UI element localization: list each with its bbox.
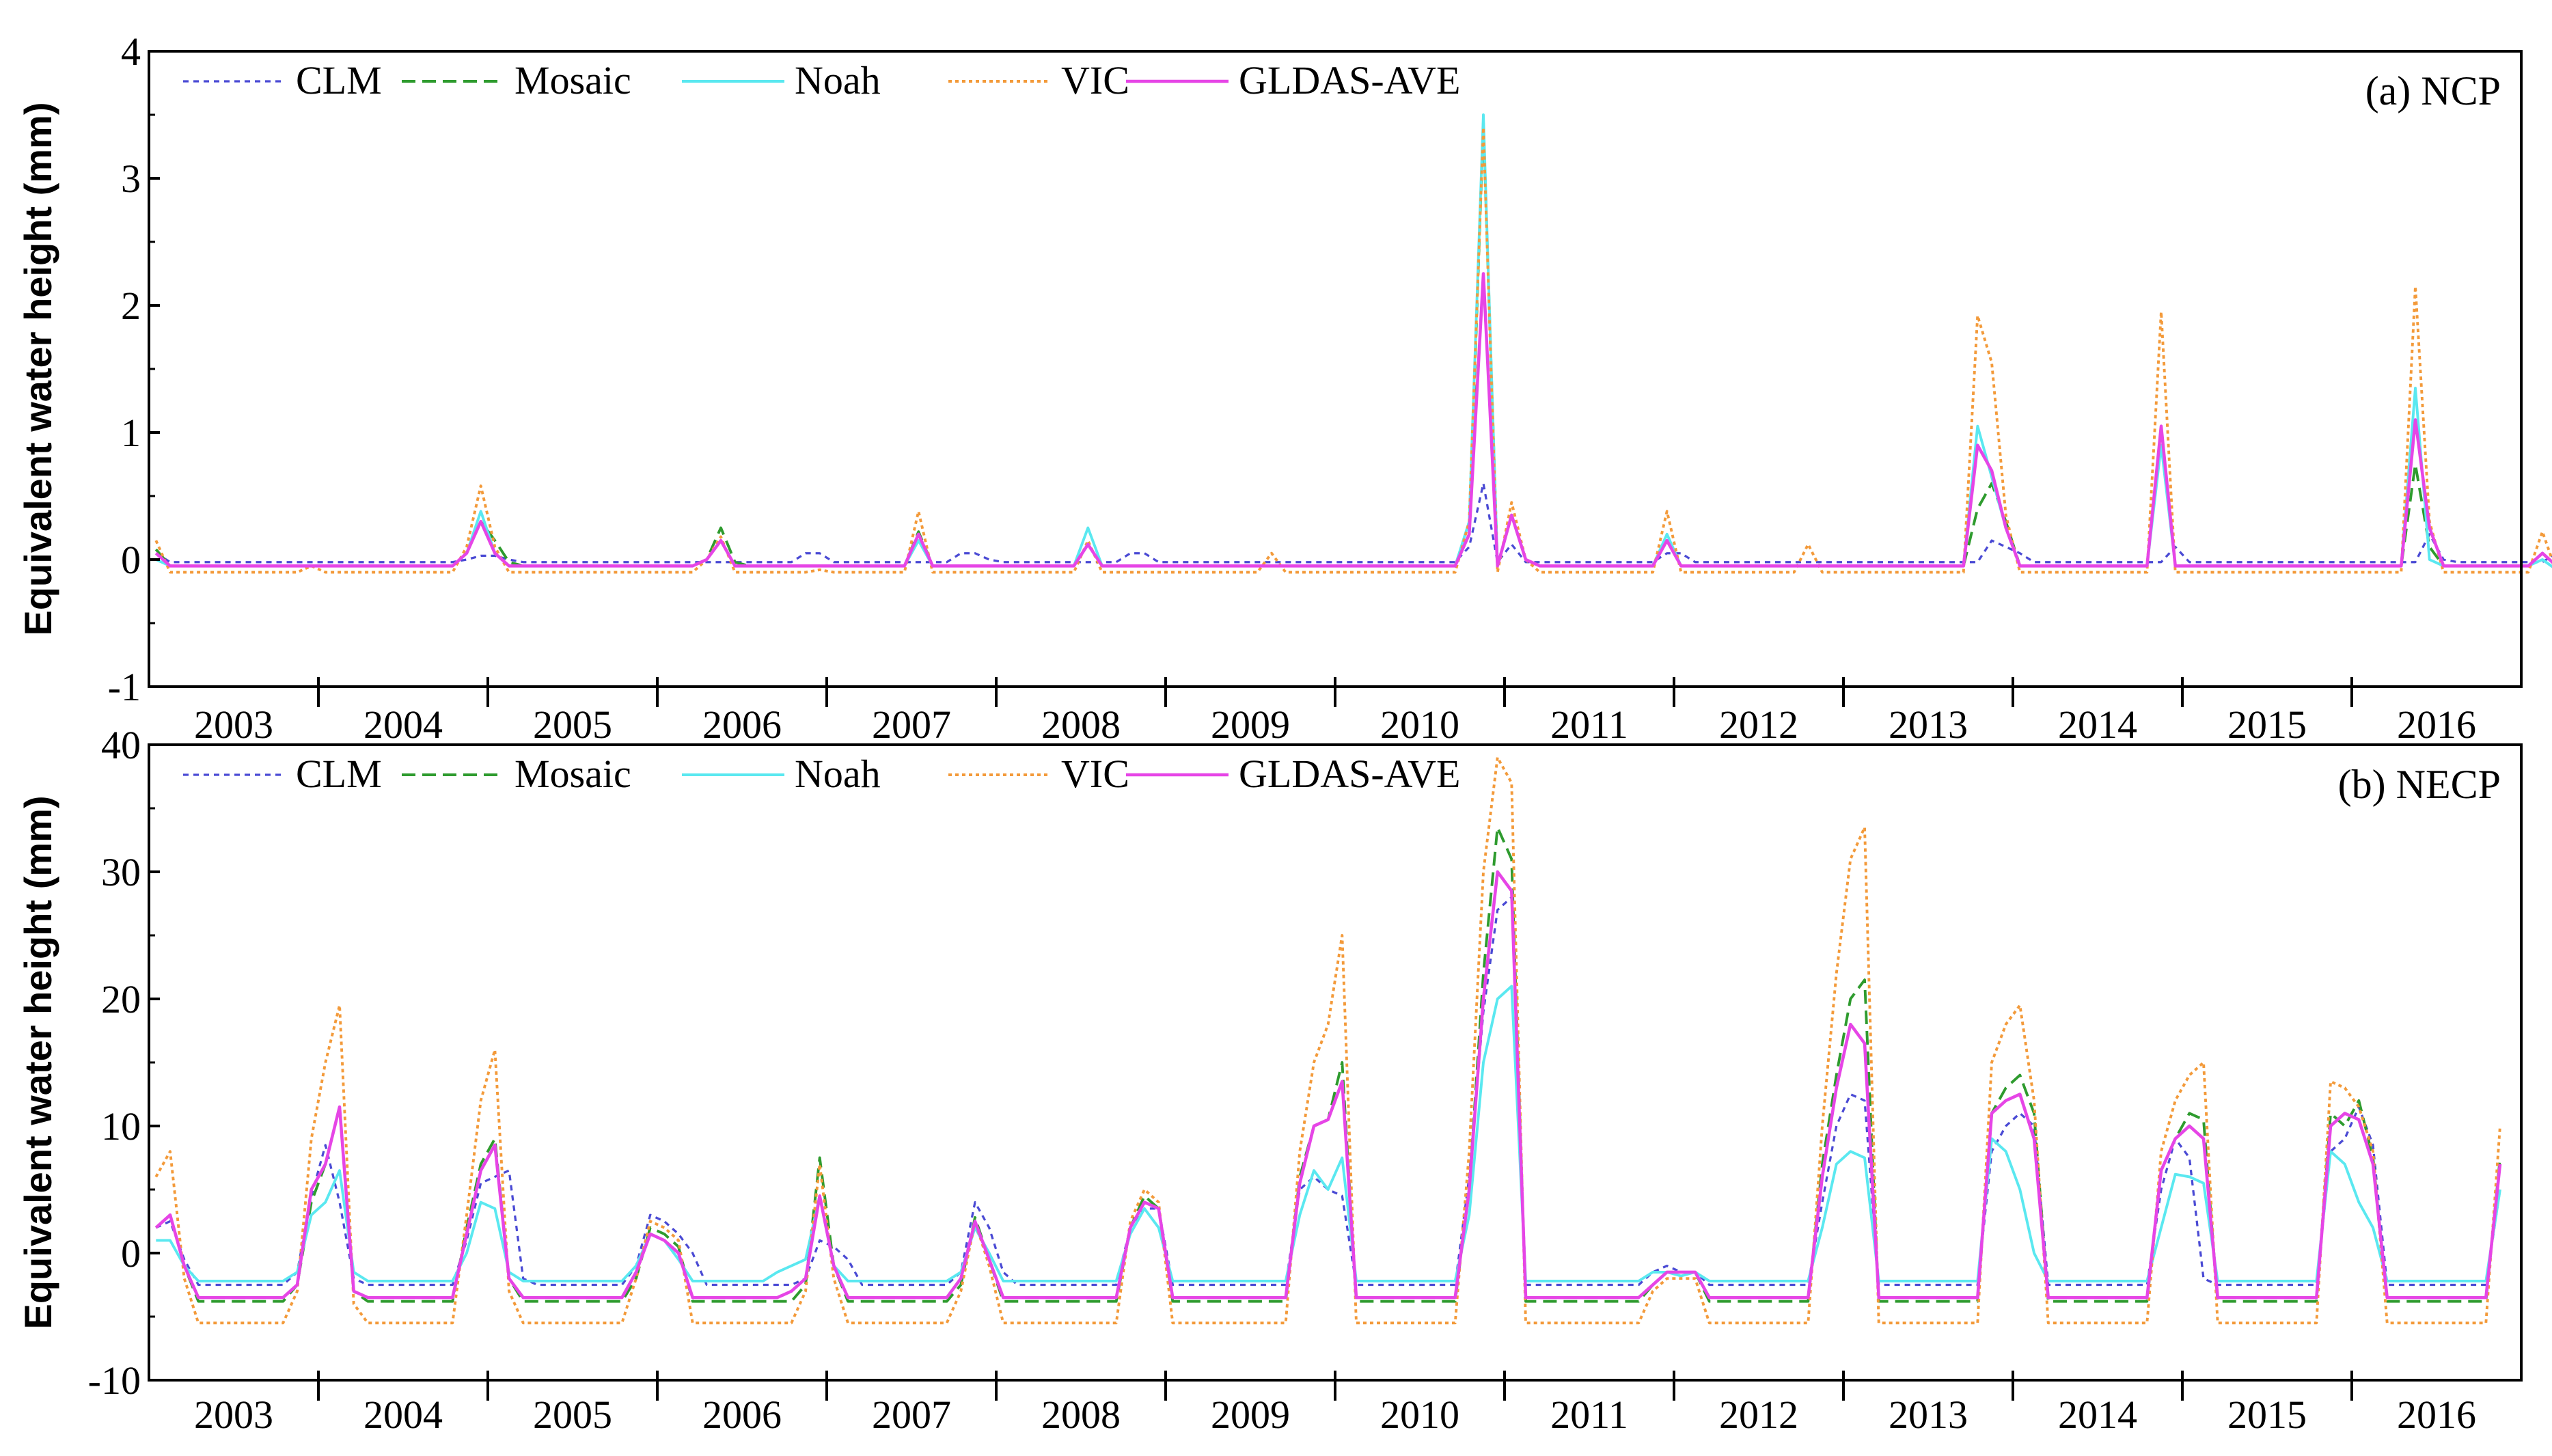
- series-layer-ncp: [154, 113, 2552, 574]
- legend-label-mosaic-ncp: Mosaic: [514, 58, 631, 102]
- year-label-necp-2015: 2015: [2227, 1392, 2307, 1437]
- year-label-ncp-2010: 2010: [1380, 702, 1459, 747]
- axes-ncp: -1 0 1 2 3 4 2003 2004 2005 2006 2007 2008 2009 2010 2…: [108, 29, 2476, 747]
- year-label-necp-2011: 2011: [1550, 1392, 1628, 1437]
- series-gldas-ave-necp-line: [154, 870, 2502, 1300]
- panel-necp: -10 0 10 20 30 40 2003 2004 2005 2006 2007 2008 2009…: [16, 723, 2523, 1437]
- legend-label-clm-ncp: CLM: [296, 58, 382, 102]
- year-label-ncp-2007: 2007: [872, 702, 951, 747]
- year-label-necp-2016: 2016: [2397, 1392, 2476, 1437]
- year-label-necp-2008: 2008: [1041, 1392, 1121, 1437]
- year-label-necp-2003: 2003: [194, 1392, 273, 1437]
- year-label-ncp-2012: 2012: [1719, 702, 1798, 747]
- y-tick-label-ncp: 0: [121, 538, 141, 582]
- legend-label-vic-necp: VIC: [1061, 752, 1129, 796]
- series-clm-ncp-line: [155, 482, 2552, 564]
- panel-ncp: -1 0 1 2 3 4 2003 2004 2005 2006 2007 2008 2009 2010 2…: [16, 29, 2552, 747]
- year-label-necp-2006: 2006: [702, 1392, 782, 1437]
- year-label-necp-2014: 2014: [2058, 1392, 2137, 1437]
- y-axis-label-necp: Equivalent water height (mm): [16, 796, 59, 1330]
- y-tick-label-necp: 10: [101, 1104, 141, 1149]
- year-label-ncp-2006: 2006: [702, 702, 782, 747]
- y-tick-label-ncp: 4: [121, 29, 141, 74]
- year-label-ncp-2009: 2009: [1211, 702, 1290, 747]
- year-label-ncp-2005: 2005: [533, 702, 612, 747]
- year-label-ncp-2015: 2015: [2227, 702, 2307, 747]
- year-label-necp-2010: 2010: [1380, 1392, 1459, 1437]
- year-label-ncp-2003: 2003: [194, 702, 273, 747]
- y-tick-label-ncp: 2: [121, 284, 141, 328]
- legend-label-gldas-ave-necp: GLDAS-AVE: [1239, 752, 1460, 796]
- year-label-necp-2007: 2007: [872, 1392, 951, 1437]
- year-label-necp-2013: 2013: [1889, 1392, 1968, 1437]
- legend-ncp: CLM Mosaic Noah VIC GLDAS-AVE: [183, 58, 1460, 102]
- panel-title-necp: (b) NECP: [2338, 762, 2501, 807]
- y-tick-label-ncp: -1: [108, 665, 141, 709]
- legend-necp: CLM Mosaic Noah VIC GLDAS-AVE: [183, 752, 1460, 796]
- y-axis-label-ncp: Equivalent water height (mm): [16, 102, 59, 636]
- y-tick-label-necp: 20: [101, 977, 141, 1021]
- legend-label-clm-necp: CLM: [296, 752, 382, 796]
- year-label-necp-2009: 2009: [1211, 1392, 1290, 1437]
- year-label-ncp-2004: 2004: [363, 702, 443, 747]
- y-tick-label-necp: 0: [121, 1231, 141, 1276]
- y-tick-label-ncp: 3: [121, 156, 141, 201]
- year-label-ncp-2013: 2013: [1889, 702, 1968, 747]
- year-label-necp-2004: 2004: [363, 1392, 443, 1437]
- year-label-necp-2005: 2005: [533, 1392, 612, 1437]
- series-gldas-ave-ncp-line: [154, 272, 2552, 568]
- axes-necp: -10 0 10 20 30 40 2003 2004 2005 2006 2007 2008 2009…: [88, 723, 2476, 1437]
- series-vic-necp-line: [154, 756, 2501, 1325]
- year-label-ncp-2016: 2016: [2397, 702, 2476, 747]
- y-tick-label-necp: 40: [101, 723, 141, 767]
- legend-label-noah-ncp: Noah: [795, 58, 881, 102]
- series-noah-necp-line: [156, 985, 2501, 1282]
- legend-label-gldas-ave-ncp: GLDAS-AVE: [1239, 58, 1460, 102]
- y-tick-label-ncp: 1: [121, 411, 141, 455]
- legend-label-vic-ncp: VIC: [1061, 58, 1129, 102]
- panel-title-ncp: (a) NCP: [2365, 68, 2501, 113]
- year-label-ncp-2008: 2008: [1041, 702, 1121, 747]
- legend-label-mosaic-necp: Mosaic: [514, 752, 631, 796]
- year-label-necp-2012: 2012: [1719, 1392, 1798, 1437]
- year-label-ncp-2011: 2011: [1550, 702, 1628, 747]
- y-tick-label-necp: -10: [88, 1358, 141, 1403]
- year-label-ncp-2014: 2014: [2058, 702, 2137, 747]
- series-clm-necp-line: [155, 896, 2501, 1287]
- series-layer-necp: [154, 756, 2502, 1325]
- legend-label-noah-necp: Noah: [795, 752, 881, 796]
- y-tick-label-necp: 30: [101, 850, 141, 894]
